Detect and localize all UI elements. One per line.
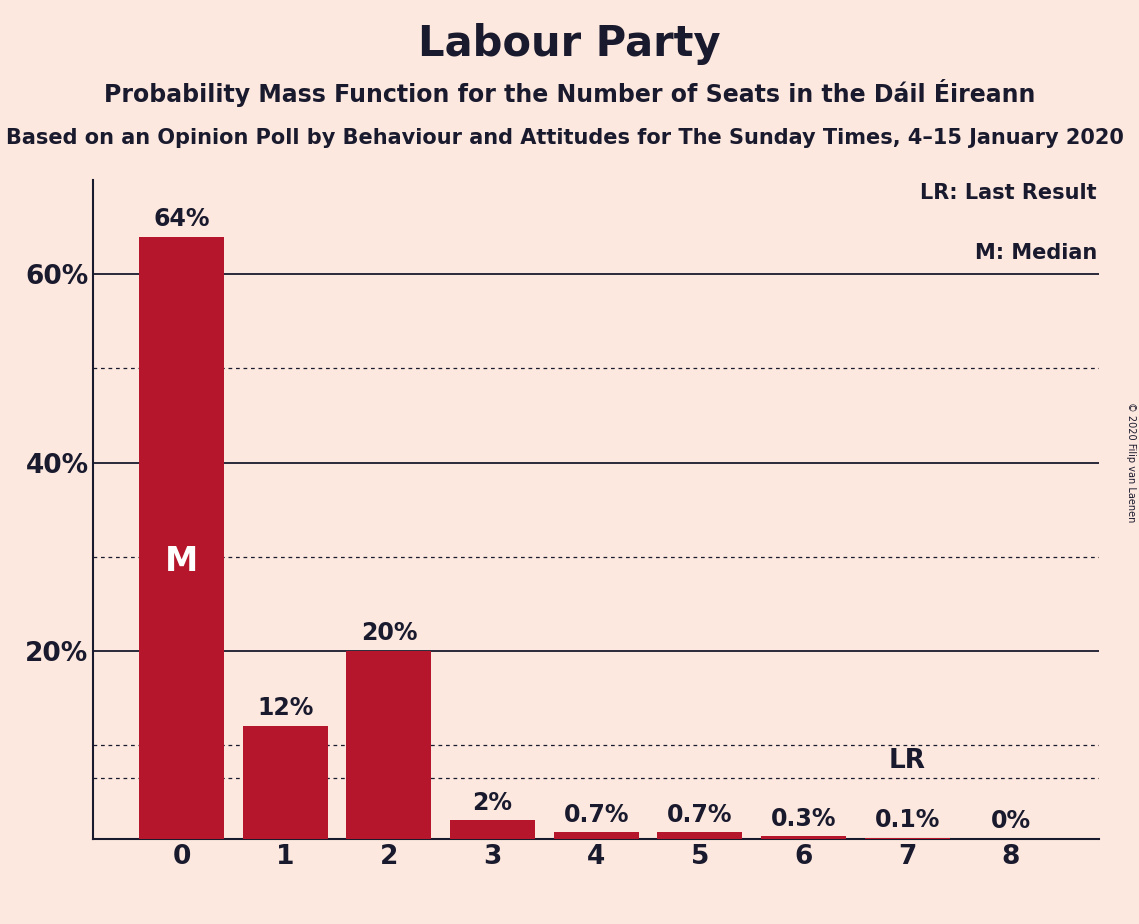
- Bar: [761, 836, 846, 839]
- Text: 0.7%: 0.7%: [564, 803, 629, 827]
- Text: 64%: 64%: [154, 207, 210, 231]
- Text: Labour Party: Labour Party: [418, 23, 721, 65]
- Text: 0.7%: 0.7%: [667, 803, 732, 827]
- Bar: [657, 833, 743, 839]
- Text: 0.1%: 0.1%: [875, 808, 940, 833]
- Text: LR: LR: [888, 748, 926, 774]
- Text: M: Median: M: Median: [975, 243, 1097, 262]
- Text: M: M: [165, 545, 198, 578]
- Text: 0%: 0%: [991, 809, 1031, 833]
- Bar: [865, 838, 950, 839]
- Text: Probability Mass Function for the Number of Seats in the Dáil Éireann: Probability Mass Function for the Number…: [104, 79, 1035, 106]
- Bar: [243, 726, 328, 839]
- Text: 0.3%: 0.3%: [771, 807, 836, 831]
- Bar: [346, 650, 432, 839]
- Text: Based on an Opinion Poll by Behaviour and Attitudes for The Sunday Times, 4–15 J: Based on an Opinion Poll by Behaviour an…: [6, 128, 1123, 148]
- Bar: [139, 237, 224, 839]
- Text: © 2020 Filip van Laenen: © 2020 Filip van Laenen: [1126, 402, 1136, 522]
- Text: 12%: 12%: [257, 697, 313, 721]
- Text: 20%: 20%: [361, 621, 417, 645]
- Bar: [450, 821, 535, 839]
- Text: 2%: 2%: [473, 791, 513, 815]
- Bar: [554, 833, 639, 839]
- Text: LR: Last Result: LR: Last Result: [920, 184, 1097, 203]
